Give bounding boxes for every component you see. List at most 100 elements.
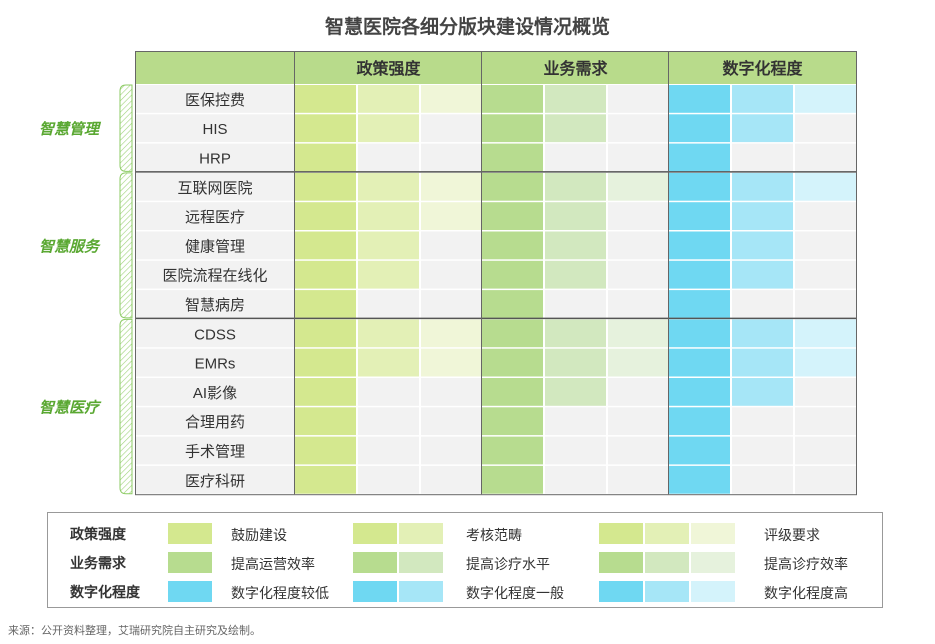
level-cell-数字化程度-3: [795, 436, 856, 465]
level-cell-业务需求-3: [608, 231, 669, 260]
level-cell-业务需求-1: [482, 202, 543, 230]
level-cell-政策强度-2: [358, 202, 419, 230]
level-cell-业务需求-1: [482, 465, 543, 494]
legend-item-label: 鼓励建设: [231, 527, 287, 543]
level-cell-政策强度-3: [421, 231, 482, 260]
level-cell-政策强度-2: [358, 260, 419, 289]
level-cell-政策强度-1: [295, 290, 356, 318]
level-cell-业务需求-1: [482, 114, 543, 143]
level-cell-数字化程度-2: [732, 231, 793, 260]
level-cell-政策强度-1: [295, 465, 356, 494]
level-cell-数字化程度-1: [669, 319, 730, 348]
row-label-cell: [136, 143, 294, 172]
legend-item-label: 评级要求: [764, 527, 820, 543]
level-cell-数字化程度-1: [669, 231, 730, 260]
group-label: 智慧医疗: [39, 399, 102, 417]
row-label-cell: [136, 465, 294, 494]
level-cell-业务需求-1: [482, 143, 543, 172]
level-cell-数字化程度-2: [732, 202, 793, 230]
level-cell-数字化程度-3: [795, 143, 856, 172]
level-cell-数字化程度-1: [669, 172, 730, 201]
group-label: 智慧管理: [39, 121, 102, 138]
column-header-label: 业务需求: [543, 59, 608, 78]
level-cell-业务需求-1: [482, 85, 543, 113]
row-label: CDSS: [194, 326, 236, 343]
row-label-cell: [136, 172, 294, 201]
level-cell-业务需求-3: [608, 378, 669, 406]
level-cell-政策强度-1: [295, 436, 356, 465]
level-cell-业务需求-3: [608, 260, 669, 289]
legend-item-label: 考核范畴: [466, 527, 522, 543]
legend-item-label: 提高诊疗水平: [466, 556, 550, 572]
level-cell-政策强度-1: [295, 407, 356, 436]
level-cell-政策强度-1: [295, 114, 356, 143]
level-cell-数字化程度-3: [795, 465, 856, 494]
row-label: 手术管理: [185, 444, 245, 461]
level-cell-业务需求-3: [608, 114, 669, 143]
legend-item-label: 提高运营效率: [231, 556, 315, 572]
level-cell-政策强度-1: [295, 260, 356, 289]
level-cell-政策强度-3: [421, 348, 482, 377]
level-cell-政策强度-1: [295, 143, 356, 172]
level-cell-政策强度-2: [358, 436, 419, 465]
row-label-cell: [136, 436, 294, 465]
level-cell-数字化程度-2: [732, 260, 793, 289]
level-cell-业务需求-3: [608, 465, 669, 494]
level-cell-业务需求-2: [545, 143, 606, 172]
level-cell-数字化程度-1: [669, 348, 730, 377]
legend-swatch: [645, 523, 689, 544]
level-cell-数字化程度-1: [669, 436, 730, 465]
level-cell-政策强度-3: [421, 114, 482, 143]
level-cell-业务需求-2: [545, 85, 606, 113]
level-cell-数字化程度-2: [732, 114, 793, 143]
group-bracket: [119, 172, 133, 319]
level-cell-政策强度-3: [421, 436, 482, 465]
row-label-cell: [136, 202, 294, 230]
level-cell-数字化程度-3: [795, 407, 856, 436]
legend-category-label: 政策强度: [70, 526, 126, 542]
column-header-label: 政策强度: [356, 59, 421, 78]
level-cell-政策强度-2: [358, 407, 419, 436]
group-label: 智慧服务: [39, 238, 101, 255]
legend-swatch: [645, 552, 689, 573]
level-cell-数字化程度-3: [795, 202, 856, 230]
level-cell-数字化程度-3: [795, 114, 856, 143]
level-cell-业务需求-3: [608, 319, 669, 348]
level-cell-数字化程度-2: [732, 85, 793, 113]
level-cell-政策强度-2: [358, 465, 419, 494]
level-cell-数字化程度-1: [669, 260, 730, 289]
level-cell-业务需求-2: [545, 407, 606, 436]
level-cell-数字化程度-2: [732, 378, 793, 406]
level-cell-业务需求-2: [545, 378, 606, 406]
level-cell-数字化程度-3: [795, 348, 856, 377]
row-label: EMRs: [195, 356, 236, 373]
level-cell-数字化程度-2: [732, 436, 793, 465]
level-cell-数字化程度-3: [795, 231, 856, 260]
level-cell-政策强度-1: [295, 172, 356, 201]
legend-swatch: [599, 552, 643, 573]
legend-swatch: [691, 523, 735, 544]
level-cell-业务需求-1: [482, 378, 543, 406]
level-cell-政策强度-2: [358, 348, 419, 377]
level-cell-政策强度-3: [421, 319, 482, 348]
level-cell-数字化程度-3: [795, 172, 856, 201]
level-cell-政策强度-2: [358, 114, 419, 143]
legend-swatch: [353, 552, 397, 573]
row-label: HRP: [199, 151, 231, 168]
row-label: 医疗科研: [185, 473, 245, 490]
level-cell-政策强度-3: [421, 260, 482, 289]
level-cell-业务需求-2: [545, 260, 606, 289]
level-cell-政策强度-1: [295, 231, 356, 260]
row-label-cell: [136, 85, 294, 113]
legend-swatch: [168, 581, 212, 602]
legend-swatch: [399, 581, 443, 602]
row-label-cell: [136, 319, 294, 348]
legend-item-label: 数字化程度一般: [466, 585, 564, 601]
table-frame: [135, 51, 857, 496]
level-cell-数字化程度-3: [795, 260, 856, 289]
level-cell-数字化程度-2: [732, 143, 793, 172]
level-cell-政策强度-3: [421, 407, 482, 436]
group-bracket: [119, 318, 133, 495]
level-cell-政策强度-1: [295, 85, 356, 113]
